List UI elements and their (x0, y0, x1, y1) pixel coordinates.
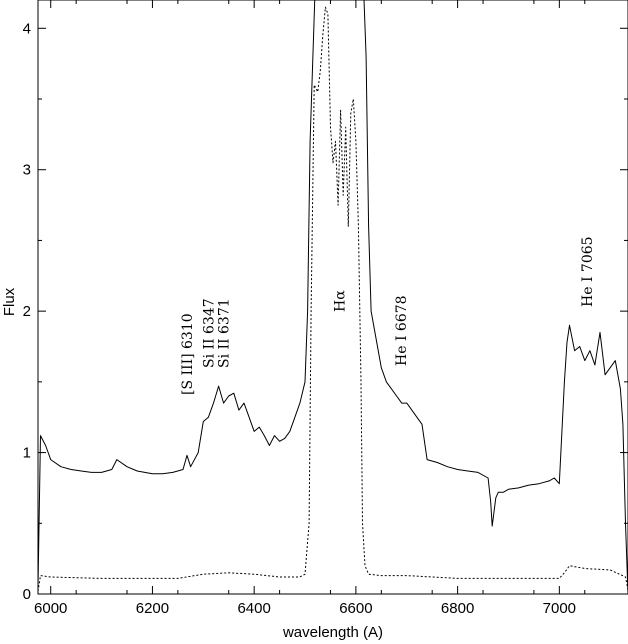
x-tick-label: 7000 (543, 600, 576, 617)
solid-spectrum-line (38, 0, 628, 594)
x-tick-label: 6600 (339, 600, 372, 617)
line-annotation: He I 7065 (580, 236, 596, 307)
line-annotation: Si II 6347 (201, 298, 217, 368)
y-tick-label: 0 (23, 586, 31, 603)
axis-tick-labels: 6000 6200 6400 6600 6800 7000 0 1 2 3 4 (23, 20, 576, 617)
x-tick-label: 6000 (34, 600, 67, 617)
y-axis-title: Flux (1, 287, 18, 316)
line-annotation: Si II 6371 (217, 298, 233, 368)
y-tick-label: 1 (23, 445, 31, 462)
axis-ticks (38, 0, 628, 595)
x-tick-label: 6200 (136, 600, 169, 617)
line-annotation: [S III] 6310 (180, 313, 196, 395)
line-annotations: [S III] 6310 Si II 6347 Si II 6371 Hα He I 6… (180, 236, 596, 395)
y-tick-label: 2 (23, 303, 31, 320)
x-tick-label: 6800 (441, 600, 474, 617)
plot-frame (37, 0, 628, 595)
x-axis-title: wavelength (A) (282, 624, 383, 641)
line-annotation: Hα (333, 290, 349, 312)
x-tick-label: 6400 (237, 600, 270, 617)
line-annotation: He I 6678 (394, 295, 410, 366)
y-tick-label: 4 (23, 20, 31, 37)
series-group (38, 0, 628, 594)
dotted-spectrum-line (38, 6, 628, 592)
y-tick-label: 3 (23, 162, 31, 179)
